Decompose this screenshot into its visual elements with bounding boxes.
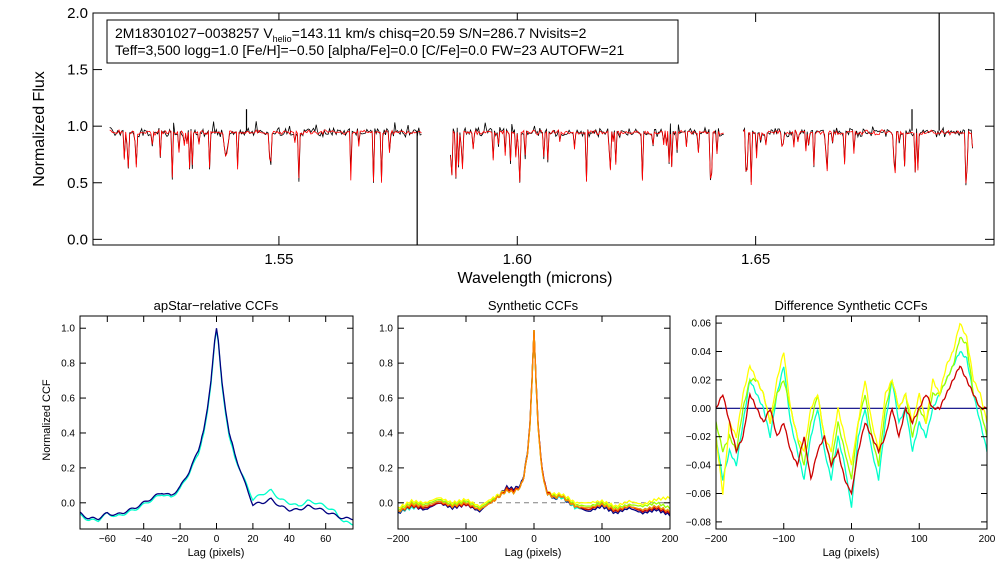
ccf1-xtick-label: 0 — [214, 534, 220, 545]
ccf3-ytick-label: 0.04 — [692, 347, 712, 358]
spectrum-frame — [92, 12, 995, 246]
ccf2-ytick-label: 0.4 — [379, 428, 393, 439]
ccf3-xtick-label: −100 — [772, 534, 795, 545]
ccf2-title: Synthetic CCFs — [488, 298, 579, 313]
ccf3-panel: Difference Synthetic CCFs −200 −100 0 100 20… — [686, 298, 996, 559]
ccf3-ytick-label: −0.08 — [686, 517, 712, 528]
ccf2-series — [398, 329, 670, 517]
ccf3-title: Difference Synthetic CCFs — [775, 298, 928, 313]
spectrum-model-chip-2 — [450, 129, 724, 183]
spectrum-model-chip-3 — [742, 129, 973, 186]
ccf2-xtick-label: −100 — [455, 534, 478, 545]
ccf3-xtick-label: −200 — [705, 534, 728, 545]
spectrum-ytick-label: 1.5 — [67, 62, 88, 79]
ccf3-series-3 — [716, 322, 987, 495]
ccf3-xlabel: Lag (pixels) — [823, 547, 880, 559]
vhelio-subscript: helio — [273, 34, 292, 44]
ccf2-ytick-label: 0.0 — [379, 498, 393, 509]
ccf3-ticks: −200 −100 0 100 200 −0.08 −0.06 −0.04 −0.02 0.00 0… — [686, 316, 996, 545]
ccf3-ytick-label: −0.06 — [686, 489, 712, 500]
ccf1-ytick-label: 0.8 — [61, 359, 75, 370]
spectrum-ylabel: Normalized Flux — [31, 71, 48, 187]
spectrum-xtick-label: 1.55 — [264, 251, 293, 268]
ccf2-series-6 — [398, 329, 670, 513]
ccf3-xtick-label: 100 — [911, 534, 928, 545]
ccf2-ytick-label: 1.0 — [379, 324, 393, 335]
spectrum-model-chip-1 — [109, 128, 422, 183]
spectrum-plot-area — [109, 13, 973, 245]
ccf1-ytick-label: 0.0 — [61, 498, 75, 509]
ccf1-xtick-label: 20 — [247, 534, 259, 545]
ccf1-ytick-label: 1.0 — [61, 324, 75, 335]
ccf3-ytick-label: −0.04 — [686, 461, 712, 472]
ccf1-ytick-label: 0.6 — [61, 394, 75, 405]
ccf1-xtick-label: 60 — [320, 534, 332, 545]
info-line-1-values: =143.11 km/s chisq=20.59 S/N=286.7 Nvisi… — [292, 25, 587, 41]
ccf2-xtick-label: 200 — [662, 534, 679, 545]
ccf1-series — [80, 328, 353, 526]
ccf3-ytick-label: 0.00 — [692, 404, 712, 415]
ccf3-ytick-label: −0.02 — [686, 432, 712, 443]
ccf1-title: apStar−relative CCFs — [154, 298, 279, 313]
ccf3-series-4 — [716, 365, 987, 496]
ccf2-ytick-label: 0.8 — [379, 359, 393, 370]
ccf2-ytick-label: 0.2 — [379, 463, 393, 474]
spectrum-ytick-label: 0.0 — [67, 231, 88, 248]
spectrum-xtick-label: 1.65 — [741, 251, 770, 268]
spectrum-ytick-label: 1.0 — [67, 118, 88, 135]
ccf2-ytick-label: 0.6 — [379, 394, 393, 405]
spectrum-xtick-label: 1.60 — [503, 251, 532, 268]
ccf2-panel: Synthetic CCFs −200 −100 0 100 200 0.0 0.2 0.4 0… — [379, 298, 679, 559]
ccf3-ytick-label: 0.06 — [692, 319, 712, 330]
info-box-frame — [106, 19, 679, 64]
info-box: 2M18301027−0038257 Vhelio=143.11 km/s ch… — [106, 19, 679, 64]
spectrum-ytick-label: 0.5 — [67, 175, 88, 192]
ccf3-xtick-label: 200 — [979, 534, 996, 545]
ccf1-ticks: −60 −40 −20 0 20 40 60 0.0 0.2 0.4 0.6 0.8 1.0 — [61, 316, 353, 545]
vhelio-symbol: V — [263, 25, 273, 41]
spectrum-xlabel: Wavelength (microns) — [457, 270, 612, 287]
ccf1-xtick-label: −40 — [135, 534, 152, 545]
ccf1-ytick-label: 0.2 — [61, 463, 75, 474]
spectrum-ticks: 1.55 1.60 1.65 0.0 0.5 1.0 1.5 2.0 — [67, 5, 994, 268]
info-line-2: Teff=3,500 logg=1.0 [Fe/H]=−0.50 [alpha/… — [115, 42, 624, 58]
ccf1-xtick-label: −60 — [99, 534, 116, 545]
ccf3-xtick-label: 0 — [849, 534, 855, 545]
spectrum-series — [109, 13, 973, 245]
ccf1-xtick-label: 40 — [284, 534, 296, 545]
ccf1-ytick-label: 0.4 — [61, 428, 75, 439]
spectrum-panel: 1.55 1.60 1.65 0.0 0.5 1.0 1.5 2.0 Wavelength (… — [31, 5, 995, 287]
ccf2-xtick-label: 100 — [594, 534, 611, 545]
info-line-1: 2M18301027−0038257 Vhelio=143.11 km/s ch… — [115, 25, 587, 44]
ccf2-xlabel: Lag (pixels) — [505, 547, 562, 559]
spectrum-ytick-label: 2.0 — [67, 5, 88, 22]
ccf2-ticks: −200 −100 0 100 200 0.0 0.2 0.4 0.6 0.8 1.0 — [379, 316, 679, 545]
ccf3-ytick-label: 0.02 — [692, 375, 712, 386]
ccf1-series-2 — [80, 328, 353, 521]
star-id: 2M18301027−0038257 — [115, 25, 260, 41]
ccf2-xtick-label: −200 — [387, 534, 410, 545]
ccf1-xlabel: Lag (pixels) — [188, 547, 245, 559]
ccf1-panel: apStar−relative CCFs −60 −40 −20 0 20 40 60 0.0… — [41, 298, 354, 559]
ccf2-xtick-label: 0 — [531, 534, 537, 545]
ccf1-xtick-label: −20 — [172, 534, 189, 545]
ccf1-ylabel: Normalized CCF — [41, 379, 53, 461]
ccf3-series — [716, 322, 987, 508]
